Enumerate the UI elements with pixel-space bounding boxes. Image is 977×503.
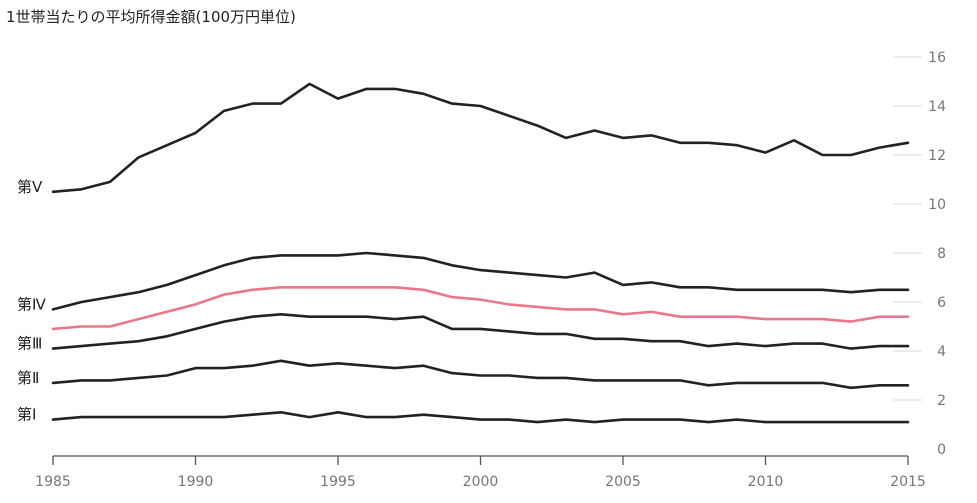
y-tick-label: 2	[937, 393, 946, 409]
series-line	[51, 359, 910, 390]
y-tick-label: 8	[937, 246, 946, 262]
series-labels: 第Ⅴ 第Ⅳ 第Ⅲ 第Ⅱ 第Ⅰ	[17, 178, 46, 424]
y-axis-ticks: 0 2 4 6 8 10 12 14 16	[928, 50, 946, 458]
series-line	[51, 285, 910, 331]
x-tick-label: 1990	[178, 474, 214, 490]
x-tick-label: 2005	[605, 474, 641, 490]
x-tick-label: 1995	[320, 474, 356, 490]
series-label: 第Ⅴ	[17, 178, 43, 196]
series-line	[51, 312, 910, 350]
series-lines	[51, 82, 910, 424]
x-tick-label: 2015	[890, 474, 926, 490]
series-line	[51, 410, 910, 424]
x-tick-label: 2010	[748, 474, 784, 490]
chart-title: 1世帯当たりの平均所得金額(100万円単位)	[6, 8, 296, 26]
gridlines	[893, 56, 922, 401]
series-line	[51, 82, 910, 194]
y-tick-label: 10	[928, 197, 946, 213]
y-tick-label: 4	[937, 344, 946, 360]
series-line	[51, 251, 910, 311]
series-label: 第Ⅳ	[17, 295, 46, 313]
x-axis: 1985 1990 1995 2000 2005 2010 2015	[35, 455, 926, 490]
y-tick-label: 6	[937, 295, 946, 311]
x-tick-label: 1985	[35, 474, 71, 490]
x-tick-label: 2000	[463, 474, 499, 490]
y-tick-label: 0	[937, 442, 946, 458]
series-label: 第Ⅰ	[17, 406, 36, 424]
series-label: 第Ⅱ	[17, 369, 39, 387]
y-tick-label: 12	[928, 148, 946, 164]
y-tick-label: 16	[928, 50, 946, 66]
series-label: 第Ⅲ	[17, 335, 42, 353]
y-tick-label: 14	[928, 99, 946, 115]
